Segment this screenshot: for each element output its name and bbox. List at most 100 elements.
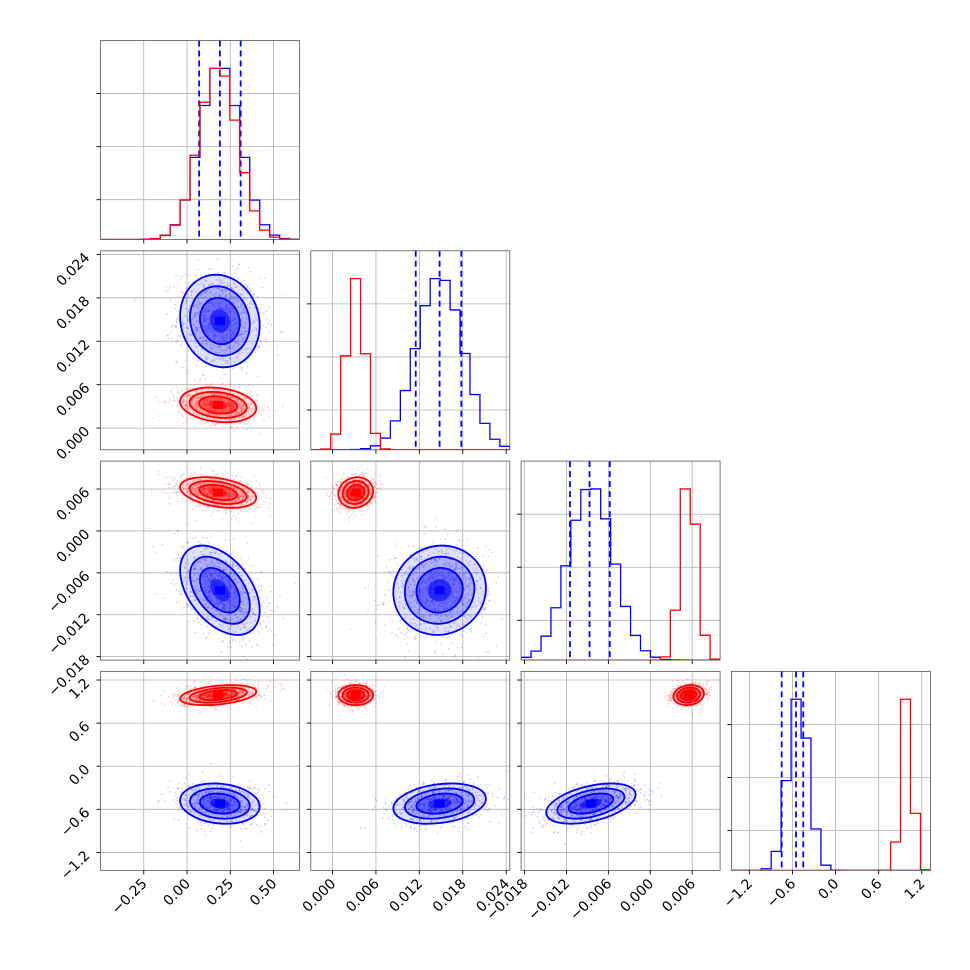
scatter-point <box>230 406 233 409</box>
scatter-point <box>186 571 189 574</box>
scatter-point <box>391 620 393 622</box>
scatter-point <box>251 565 254 567</box>
scatter-point <box>210 398 213 401</box>
scatter-point <box>223 617 226 620</box>
scatter-point <box>446 533 449 536</box>
scatter-point <box>213 550 216 553</box>
scatter-point <box>193 564 196 567</box>
scatter-point <box>237 498 240 501</box>
scatter-point <box>226 584 229 587</box>
scatter-point <box>247 496 250 498</box>
scatter-point <box>154 396 157 398</box>
scatter-point <box>216 473 219 475</box>
scatter-point <box>205 588 208 591</box>
scatter-point <box>204 491 207 494</box>
scatter-point <box>217 287 220 290</box>
scatter-point <box>198 499 200 502</box>
scatter-point <box>208 301 211 304</box>
scatter-point <box>190 294 193 297</box>
scatter-point <box>228 345 231 348</box>
scatter-point <box>203 576 206 578</box>
scatter-point <box>404 655 407 658</box>
scatter-point <box>193 556 195 559</box>
scatter-point <box>218 553 220 556</box>
scatter-point <box>382 603 384 606</box>
scatter-point <box>232 332 235 335</box>
scatter-point <box>226 490 229 492</box>
scatter-point <box>224 271 226 274</box>
scatter-point <box>254 351 257 354</box>
scatter-point <box>204 295 207 298</box>
scatter-point <box>221 340 224 343</box>
scatter-point <box>216 346 219 348</box>
scatter-point <box>154 552 157 555</box>
scatter-point <box>234 483 237 485</box>
scatter-point <box>168 286 171 289</box>
scatter-point <box>211 552 214 554</box>
scatter-point <box>195 400 197 403</box>
scatter-point <box>206 487 209 490</box>
scatter-point <box>243 626 245 629</box>
scatter-point <box>265 338 267 340</box>
y-tick-label: −0.012 <box>45 610 93 658</box>
scatter-point <box>238 411 241 414</box>
scatter-point <box>216 356 219 359</box>
scatter-point <box>414 637 417 640</box>
density-peak <box>434 586 445 595</box>
scatter-point <box>206 403 209 406</box>
scatter-point <box>180 593 183 595</box>
scatter-point <box>230 494 233 496</box>
scatter-point <box>208 569 211 572</box>
scatter-point <box>383 593 386 596</box>
scatter-point <box>171 404 174 407</box>
scatter-point <box>268 330 271 333</box>
scatter-point <box>207 605 210 608</box>
scatter-point <box>251 303 254 306</box>
scatter-point <box>224 617 227 620</box>
scatter-point <box>208 406 210 409</box>
scatter-point <box>240 494 243 496</box>
scatter-point <box>196 617 199 619</box>
scatter-point <box>225 306 228 309</box>
scatter-point <box>234 596 237 599</box>
scatter-point <box>227 394 230 397</box>
scatter-point <box>233 342 236 344</box>
scatter-point <box>183 315 186 317</box>
scatter-point <box>214 564 217 567</box>
scatter-point <box>180 474 182 477</box>
scatter-point <box>218 574 221 576</box>
scatter-point <box>213 418 216 420</box>
scatter-point <box>231 583 234 585</box>
scatter-point <box>186 327 189 329</box>
scatter-point <box>230 586 233 589</box>
scatter-point <box>185 403 188 406</box>
scatter-point <box>197 326 200 329</box>
scatter-point <box>224 617 227 620</box>
scatter-point <box>227 581 230 583</box>
scatter-point <box>217 410 219 413</box>
scatter-point <box>229 406 232 408</box>
scatter-point <box>223 400 226 402</box>
scatter-point <box>209 594 212 597</box>
scatter-point <box>239 333 242 336</box>
scatter-point <box>191 595 194 598</box>
scatter-point <box>209 574 212 577</box>
scatter-point <box>193 599 196 602</box>
scatter-point <box>265 326 268 329</box>
scatter-point <box>218 389 221 392</box>
scatter-point <box>199 355 201 358</box>
scatter-point <box>214 572 217 575</box>
scatter-point <box>231 288 234 290</box>
scatter-point <box>239 312 242 315</box>
scatter-point <box>171 324 174 326</box>
scatter-point <box>203 286 206 289</box>
scatter-point <box>457 607 459 609</box>
scatter-point <box>207 487 210 490</box>
scatter-point <box>232 402 235 405</box>
scatter-point <box>205 389 208 392</box>
scatter-point <box>199 567 202 570</box>
scatter-point <box>223 338 225 341</box>
scatter-point <box>242 415 244 418</box>
scatter-point <box>186 315 188 317</box>
scatter-point <box>401 576 404 579</box>
